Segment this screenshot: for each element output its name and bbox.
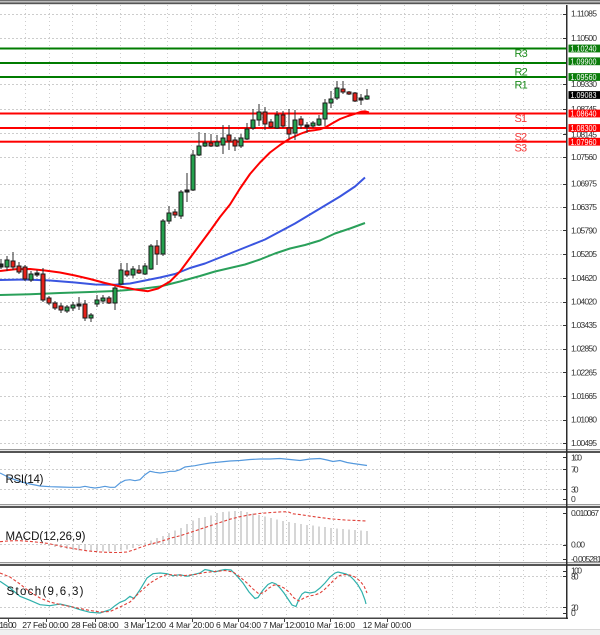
svg-text:80: 80	[571, 572, 579, 582]
svg-text:100: 100	[571, 453, 582, 463]
svg-text:1.11085: 1.11085	[571, 9, 597, 19]
svg-text:0.00: 0.00	[571, 540, 585, 550]
svg-text:70: 70	[571, 464, 579, 474]
svg-text:S3: S3	[515, 143, 528, 155]
svg-text:1.09083: 1.09083	[571, 90, 597, 100]
svg-text:1.10500: 1.10500	[571, 33, 597, 43]
svg-text:0: 0	[571, 494, 576, 504]
svg-text:1.10240: 1.10240	[571, 44, 597, 54]
svg-text:Stoch(9,6,3): Stoch(9,6,3)	[7, 586, 84, 598]
svg-text:1.08640: 1.08640	[571, 109, 597, 119]
svg-text:10 Mar 16:00: 10 Mar 16:00	[305, 620, 355, 630]
svg-text:4 Mar 20:00: 4 Mar 20:00	[169, 620, 214, 630]
svg-text:1.08300: 1.08300	[571, 123, 597, 133]
svg-text:MACD(12,26,9): MACD(12,26,9)	[6, 531, 86, 543]
svg-text:1.03435: 1.03435	[571, 320, 597, 330]
svg-text:1.01665: 1.01665	[571, 391, 597, 401]
svg-text:3 Mar 12:00: 3 Mar 12:00	[124, 620, 166, 630]
svg-text:28 Feb 08:00: 28 Feb 08:00	[71, 620, 119, 630]
svg-text:1.02265: 1.02265	[571, 367, 597, 377]
svg-text:1.02850: 1.02850	[571, 344, 597, 354]
svg-text:1.00495: 1.00495	[571, 438, 597, 448]
svg-text:1.08145: 1.08145	[571, 129, 597, 139]
svg-text:1.07960: 1.07960	[571, 137, 597, 147]
svg-text:1.06975: 1.06975	[571, 179, 597, 189]
svg-text:1.06375: 1.06375	[571, 202, 597, 212]
svg-text:0.010067: 0.010067	[571, 508, 599, 518]
svg-text:30: 30	[571, 484, 579, 494]
svg-text:6 Mar 04:00: 6 Mar 04:00	[216, 620, 261, 630]
svg-text:1.04620: 1.04620	[571, 273, 597, 283]
svg-text:1.01080: 1.01080	[571, 415, 597, 425]
svg-text:S1: S1	[515, 113, 528, 125]
svg-text:1.05790: 1.05790	[571, 225, 597, 235]
svg-text:1.09560: 1.09560	[571, 72, 597, 82]
svg-text:12 Mar 00:00: 12 Mar 00:00	[363, 620, 412, 630]
svg-text:R1: R1	[515, 80, 528, 92]
svg-text:20: 20	[571, 602, 579, 612]
svg-text:1.09900: 1.09900	[571, 56, 597, 66]
svg-text:R3: R3	[515, 48, 528, 60]
svg-text:0: 0	[571, 608, 576, 618]
svg-text:-0.005281: -0.005281	[571, 554, 600, 564]
svg-text:100: 100	[571, 566, 582, 576]
svg-text:S2: S2	[515, 132, 528, 144]
svg-text:1.08745: 1.08745	[571, 104, 597, 114]
svg-text:27 Feb 00:00: 27 Feb 00:00	[22, 620, 69, 630]
svg-text:1.09330: 1.09330	[571, 79, 597, 89]
svg-text:7 Mar 12:00: 7 Mar 12:00	[263, 620, 305, 630]
svg-text:R2: R2	[515, 67, 528, 79]
svg-text:1.07560: 1.07560	[571, 152, 597, 162]
svg-text:1.04020: 1.04020	[571, 297, 597, 307]
svg-text:1.05205: 1.05205	[571, 249, 597, 259]
svg-text:RSI(14): RSI(14)	[6, 474, 44, 486]
svg-text:16:00: 16:00	[0, 620, 17, 630]
